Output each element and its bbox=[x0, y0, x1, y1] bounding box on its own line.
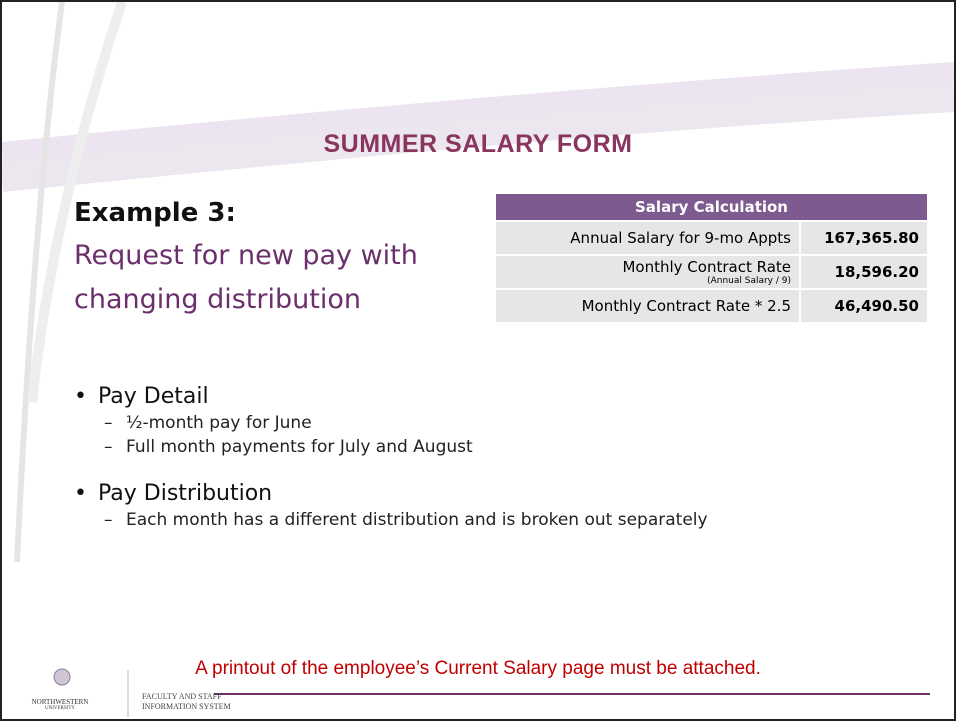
row-label: Monthly Contract Rate bbox=[622, 258, 791, 276]
example-heading: Example 3: bbox=[74, 198, 236, 228]
row-label: Monthly Contract Rate * 2.5 bbox=[582, 297, 791, 315]
bullet: Pay Detail bbox=[74, 384, 924, 409]
background-decoration bbox=[2, 2, 954, 719]
slide: SUMMER SALARY FORM Example 3: Request fo… bbox=[0, 0, 956, 721]
row-value: 167,365.80 bbox=[799, 222, 927, 254]
system-name: FACULTY AND STAFF INFORMATION SYSTEM bbox=[142, 692, 231, 712]
system-line: FACULTY AND STAFF bbox=[142, 692, 222, 701]
table-row: Monthly Contract Rate(Annual Salary / 9)… bbox=[496, 256, 927, 288]
row-value: 18,596.20 bbox=[799, 256, 927, 288]
sub-bullet: ½-month pay for June bbox=[74, 413, 924, 433]
salary-table: Salary Calculation Annual Salary for 9-m… bbox=[496, 192, 927, 324]
university-logo: NORTHWESTERN UNIVERSITY bbox=[10, 698, 110, 711]
sub-bullet: Each month has a different distribution … bbox=[74, 510, 924, 530]
university-name: NORTHWESTERN bbox=[32, 698, 89, 706]
system-line: INFORMATION SYSTEM bbox=[142, 702, 231, 711]
row-note: (Annual Salary / 9) bbox=[504, 276, 791, 286]
row-label: Annual Salary for 9-mo Appts bbox=[570, 229, 791, 247]
table-title: Salary Calculation bbox=[496, 194, 927, 220]
row-label-cell: Monthly Contract Rate(Annual Salary / 9) bbox=[496, 256, 799, 288]
example-subtitle: Request for new pay with changing distri… bbox=[74, 234, 494, 322]
footer: NORTHWESTERN UNIVERSITY FACULTY AND STAF… bbox=[2, 690, 954, 720]
bullet-list: Pay Detail ½-month pay for June Full month… bbox=[74, 384, 924, 554]
row-value: 46,490.50 bbox=[799, 290, 927, 322]
row-label-cell: Annual Salary for 9-mo Appts bbox=[496, 222, 799, 254]
notice: A printout of the employee’s Current Sal… bbox=[2, 658, 954, 680]
row-label-cell: Monthly Contract Rate * 2.5 bbox=[496, 290, 799, 322]
slide-title: SUMMER SALARY FORM bbox=[2, 130, 954, 159]
university-sub: UNIVERSITY bbox=[10, 706, 110, 711]
table-row: Annual Salary for 9-mo Appts 167,365.80 bbox=[496, 222, 927, 254]
bullet: Pay Distribution bbox=[74, 481, 924, 506]
table-row: Monthly Contract Rate * 2.5 46,490.50 bbox=[496, 290, 927, 322]
bullet-group: Pay Distribution Each month has a differe… bbox=[74, 481, 924, 530]
sub-bullet: Full month payments for July and August bbox=[74, 437, 924, 457]
bullet-group: Pay Detail ½-month pay for June Full month… bbox=[74, 384, 924, 457]
